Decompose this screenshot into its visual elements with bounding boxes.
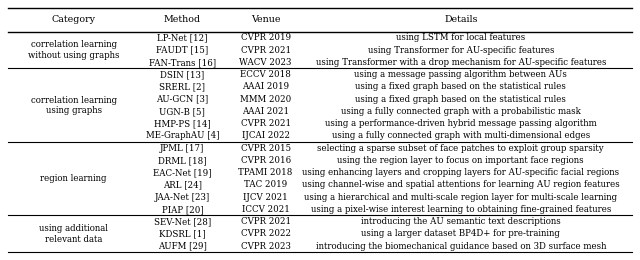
Text: region learning: region learning	[40, 174, 107, 183]
Text: AAAI 2021: AAAI 2021	[242, 107, 289, 116]
Text: using the region layer to focus on important face regions: using the region layer to focus on impor…	[337, 156, 584, 165]
Text: using LSTM for local features: using LSTM for local features	[396, 33, 525, 42]
Text: LP-Net [12]: LP-Net [12]	[157, 33, 207, 42]
Text: AAAI 2019: AAAI 2019	[242, 82, 289, 91]
Text: Category: Category	[52, 15, 95, 24]
Text: CVPR 2022: CVPR 2022	[241, 229, 291, 238]
Text: UGN-B [5]: UGN-B [5]	[159, 107, 205, 116]
Text: using a hierarchical and multi-scale region layer for multi-scale learning: using a hierarchical and multi-scale reg…	[304, 193, 618, 202]
Text: using a performance-driven hybrid message passing algorithm: using a performance-driven hybrid messag…	[325, 119, 596, 128]
Text: using additional
relevant data: using additional relevant data	[39, 224, 108, 244]
Text: TAC 2019: TAC 2019	[244, 180, 287, 189]
Text: CVPR 2021: CVPR 2021	[241, 46, 291, 55]
Text: ARL [24]: ARL [24]	[163, 180, 202, 189]
Text: ME-GraphAU [4]: ME-GraphAU [4]	[146, 131, 219, 140]
Text: KDSRL [1]: KDSRL [1]	[159, 229, 206, 238]
Text: SEV-Net [28]: SEV-Net [28]	[154, 217, 211, 226]
Text: CVPR 2021: CVPR 2021	[241, 119, 291, 128]
Text: using a pixel-wise interest learning to obtaining fine-grained features: using a pixel-wise interest learning to …	[310, 205, 611, 214]
Text: ECCV 2018: ECCV 2018	[240, 70, 291, 79]
Text: Venue: Venue	[251, 15, 280, 24]
Text: IJCAI 2022: IJCAI 2022	[241, 131, 289, 140]
Text: WACV 2023: WACV 2023	[239, 58, 292, 67]
Text: PIAP [20]: PIAP [20]	[161, 205, 204, 214]
Text: using a larger dataset BP4D+ for pre-training: using a larger dataset BP4D+ for pre-tra…	[362, 229, 560, 238]
Text: using a fixed graph based on the statistical rules: using a fixed graph based on the statist…	[355, 95, 566, 103]
Text: SRERL [2]: SRERL [2]	[159, 82, 205, 91]
Text: using Transformer for AU-specific features: using Transformer for AU-specific featur…	[367, 46, 554, 55]
Text: introducing the AU semantic text descriptions: introducing the AU semantic text descrip…	[361, 217, 561, 226]
Text: ICCV 2021: ICCV 2021	[242, 205, 289, 214]
Text: using enhancing layers and cropping layers for AU-specific facial regions: using enhancing layers and cropping laye…	[302, 168, 620, 177]
Text: IJCV 2021: IJCV 2021	[243, 193, 288, 202]
Text: FAN-Trans [16]: FAN-Trans [16]	[149, 58, 216, 67]
Text: introducing the biomechanical guidance based on 3D surface mesh: introducing the biomechanical guidance b…	[316, 242, 606, 251]
Text: Method: Method	[164, 15, 201, 24]
Text: DSIN [13]: DSIN [13]	[160, 70, 205, 79]
Text: correlation learning
using graphs: correlation learning using graphs	[31, 95, 116, 115]
Text: using a fully connected graph with multi-dimensional edges: using a fully connected graph with multi…	[332, 131, 590, 140]
Text: using a message passing algorithm between AUs: using a message passing algorithm betwee…	[355, 70, 567, 79]
Text: JPML [17]: JPML [17]	[160, 144, 205, 153]
Text: using a fixed graph based on the statistical rules: using a fixed graph based on the statist…	[355, 82, 566, 91]
Text: CVPR 2019: CVPR 2019	[241, 33, 291, 42]
Text: JAA-Net [23]: JAA-Net [23]	[155, 193, 210, 202]
Text: HMP-PS [14]: HMP-PS [14]	[154, 119, 211, 128]
Text: Details: Details	[444, 15, 477, 24]
Text: EAC-Net [19]: EAC-Net [19]	[153, 168, 212, 177]
Text: AUFM [29]: AUFM [29]	[158, 242, 207, 251]
Text: using a fully connected graph with a probabilistic mask: using a fully connected graph with a pro…	[341, 107, 580, 116]
Text: using channel-wise and spatial attentions for learning AU region features: using channel-wise and spatial attention…	[302, 180, 620, 189]
Text: AU-GCN [3]: AU-GCN [3]	[156, 95, 209, 103]
Text: MMM 2020: MMM 2020	[240, 95, 291, 103]
Text: selecting a sparse subset of face patches to exploit group sparsity: selecting a sparse subset of face patche…	[317, 144, 604, 153]
Text: using Transformer with a drop mechanism for AU-specific features: using Transformer with a drop mechanism …	[316, 58, 606, 67]
Text: CVPR 2023: CVPR 2023	[241, 242, 291, 251]
Text: DRML [18]: DRML [18]	[158, 156, 207, 165]
Text: CVPR 2015: CVPR 2015	[241, 144, 291, 153]
Text: TPAMI 2018: TPAMI 2018	[239, 168, 292, 177]
Text: CVPR 2016: CVPR 2016	[241, 156, 291, 165]
Text: correlation learning
without using graphs: correlation learning without using graph…	[28, 40, 119, 60]
Text: CVPR 2021: CVPR 2021	[241, 217, 291, 226]
Text: FAUDT [15]: FAUDT [15]	[156, 46, 209, 55]
